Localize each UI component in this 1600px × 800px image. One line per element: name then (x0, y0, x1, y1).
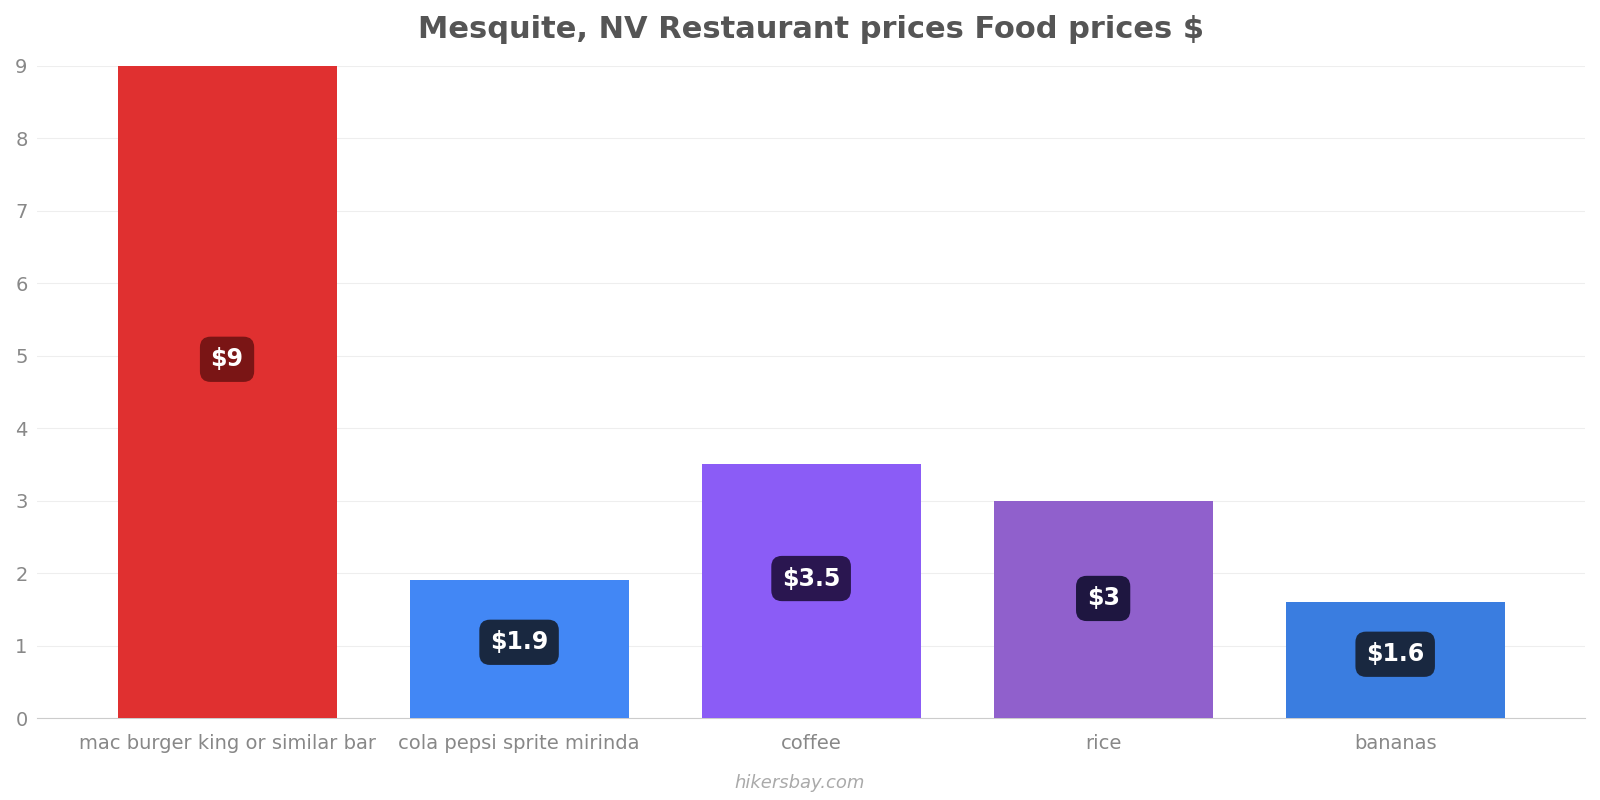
Text: $1.9: $1.9 (490, 630, 549, 654)
Text: $3.5: $3.5 (782, 566, 840, 590)
Bar (410, 580, 629, 718)
Text: $1.6: $1.6 (1366, 642, 1424, 666)
Text: $3: $3 (1086, 586, 1120, 610)
Bar (994, 501, 1213, 718)
Bar (701, 464, 920, 718)
Text: $9: $9 (211, 347, 243, 371)
Text: hikersbay.com: hikersbay.com (734, 774, 866, 792)
Title: Mesquite, NV Restaurant prices Food prices $: Mesquite, NV Restaurant prices Food pric… (418, 15, 1205, 44)
Bar (117, 66, 336, 718)
Bar (1286, 602, 1504, 718)
